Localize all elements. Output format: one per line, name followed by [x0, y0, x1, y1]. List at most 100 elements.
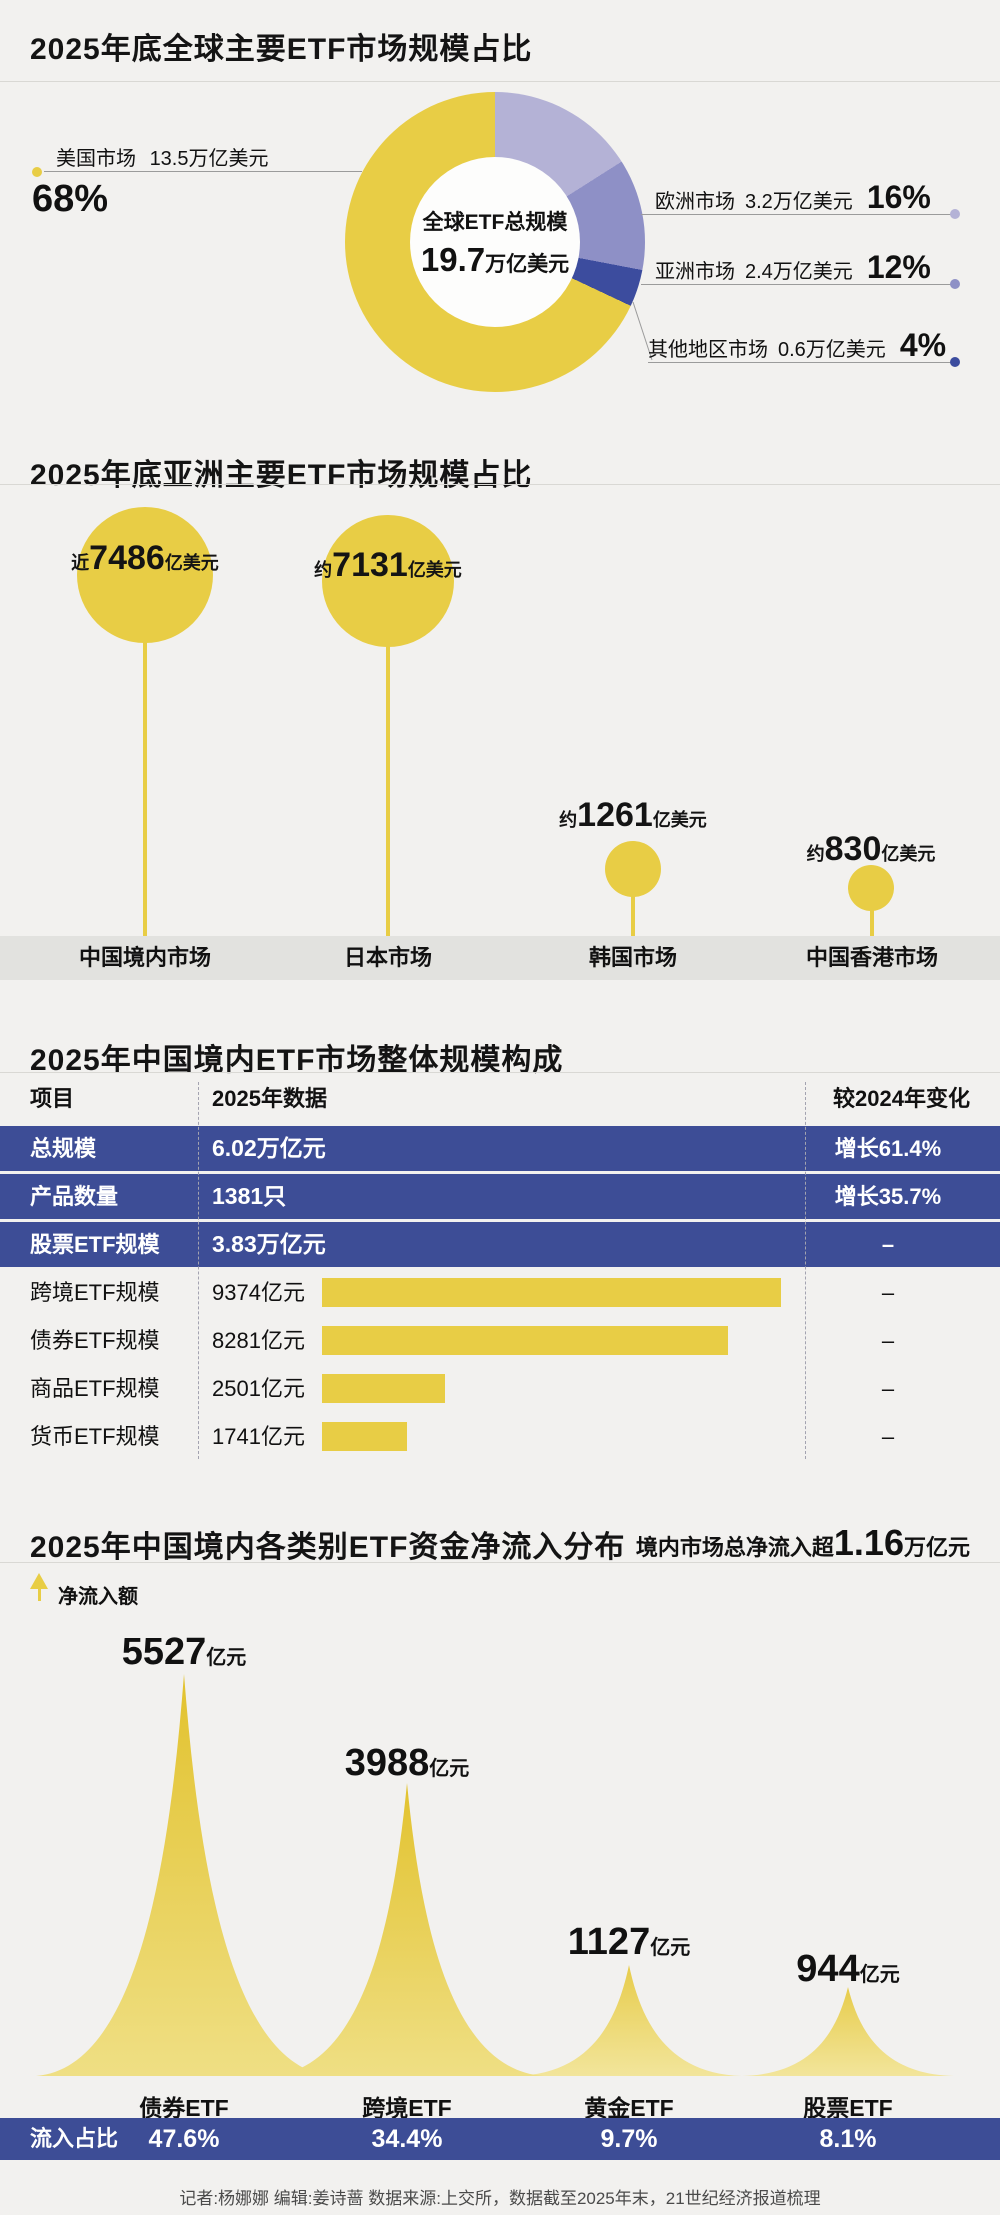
bubble-label-china-mainland: 近7486亿美元 [0, 539, 295, 578]
size-bar [322, 1326, 728, 1355]
row-change: – [881, 1232, 895, 1257]
row-item: 股票ETF规模 [30, 1232, 160, 1257]
share-crossborder: 34.4% [371, 2125, 443, 2153]
row-change: – [881, 1280, 895, 1305]
bubble-hongkong [848, 865, 894, 911]
us-market-value: 13.5万亿美元 [149, 148, 269, 170]
value-prefix: 约 [806, 844, 825, 864]
asia-market-name: 亚洲市场 [655, 261, 735, 283]
us-market-name: 美国市场 [56, 148, 136, 170]
peak-unit: 亿元 [859, 1964, 900, 1986]
other-market-value: 0.6万亿美元 [778, 339, 886, 361]
category-bond-etf: 债券ETF [139, 2095, 229, 2121]
donut-center: 全球ETF总规模 19.7万亿美元 [410, 157, 580, 327]
divider [0, 484, 1000, 485]
bubble-japan [322, 515, 454, 647]
divider [0, 1562, 1000, 1563]
bubble-korea [605, 841, 661, 897]
peak-value-bond: 5527亿元 [34, 1631, 334, 1674]
other-leader-line [648, 362, 954, 363]
category-crossborder-etf: 跨境ETF [362, 2095, 452, 2121]
peak-value-stock: 944亿元 [698, 1948, 998, 1991]
peak-value-gold: 1127亿元 [479, 1921, 779, 1964]
bubble-label-japan: 约7131亿美元 [238, 546, 538, 585]
value-unit: 亿美元 [652, 810, 707, 830]
row-value: 1741亿元 [212, 1424, 305, 1449]
row-value: 1381只 [212, 1183, 287, 1209]
total-number: 1.16 [833, 1522, 904, 1563]
stem-korea [631, 868, 635, 936]
donut-center-unit: 万亿美元 [485, 252, 570, 276]
inflow-section-title: 2025年中国境内各类别ETF资金净流入分布 [30, 1531, 626, 1564]
table-row-bond-etf: 债券ETF规模 8281亿元 – [0, 1318, 1000, 1363]
peak-unit: 亿元 [650, 1937, 691, 1959]
donut-leader-lines [632, 301, 653, 361]
divider [0, 81, 1000, 82]
size-bar [322, 1278, 781, 1307]
band-label-korea: 韩国市场 [588, 945, 677, 970]
asia-leader-line [641, 284, 954, 285]
asia-market-label: 亚洲市场 2.4万亿美元 12% [655, 250, 931, 289]
other-market-name: 其他地区市场 [648, 339, 768, 361]
us-callout-dot [32, 167, 42, 177]
europe-market-value: 3.2万亿美元 [745, 191, 853, 213]
value-unit: 亿美元 [407, 560, 462, 580]
column-divider-left [198, 1082, 199, 1459]
donut-center-label: 全球ETF总规模 [422, 210, 568, 234]
row-value: 8281亿元 [212, 1328, 305, 1353]
column-divider-right [805, 1082, 806, 1459]
value-prefix: 近 [71, 553, 90, 573]
row-item: 产品数量 [30, 1184, 119, 1209]
table-row-commodity-etf: 商品ETF规模 2501亿元 – [0, 1366, 1000, 1411]
peak-unit: 亿元 [206, 1647, 247, 1669]
other-dot [950, 357, 960, 367]
header-change: 较2024年变化 [833, 1086, 970, 1111]
stem-japan [386, 580, 390, 936]
share-stock: 8.1% [819, 2125, 877, 2153]
y-axis-arrow-icon [30, 1573, 48, 1589]
row-item: 总规模 [30, 1136, 97, 1161]
global-section-title: 2025年底全球主要ETF市场规模占比 [30, 33, 533, 66]
donut-center-value: 19.7万亿美元 [421, 241, 569, 279]
inflow-peaks-chart [36, 1674, 954, 2076]
header-item: 项目 [30, 1086, 75, 1111]
europe-market-pct: 16% [866, 179, 931, 215]
size-bar [322, 1374, 445, 1403]
peak-number: 3988 [344, 1742, 430, 1784]
total-prefix: 境内市场总净流入超 [635, 1535, 834, 1560]
band-label-japan: 日本市场 [343, 945, 432, 970]
table-section-title: 2025年中国境内ETF市场整体规模构成 [30, 1044, 564, 1077]
credits-footer: 记者:杨娜娜 编辑:姜诗蔷 数据来源:上交所，数据截至2025年末，21世纪经济… [179, 2189, 821, 2208]
row-change: – [881, 1424, 895, 1449]
peak-value-crossborder: 3988亿元 [257, 1742, 557, 1785]
row-change: – [881, 1328, 895, 1353]
asia-market-value: 2.4万亿美元 [745, 261, 853, 283]
header-2025-data: 2025年数据 [212, 1086, 327, 1111]
band-label-china-mainland: 中国境内市场 [78, 945, 211, 970]
share-bond: 47.6% [148, 2125, 220, 2153]
peak-number: 5527 [121, 1631, 207, 1673]
value-number: 1261 [577, 796, 653, 834]
row-change: – [881, 1376, 895, 1401]
peak-stock-etf [742, 1987, 954, 2076]
table-header: 项目 2025年数据 较2024年变化 [0, 1080, 1000, 1118]
share-gold: 9.7% [600, 2125, 658, 2153]
y-axis-label: 净流入额 [58, 1586, 138, 1608]
europe-leader-line [641, 214, 954, 215]
bubble-label-korea: 约1261亿美元 [483, 796, 783, 835]
europe-market-name: 欧洲市场 [655, 191, 735, 213]
us-market-pct: 68% [32, 178, 109, 220]
asia-dot [950, 279, 960, 289]
us-market-label: 美国市场 13.5万亿美元 [56, 142, 269, 171]
band-label-hongkong: 中国香港市场 [805, 945, 938, 970]
stem-china-mainland [143, 575, 147, 936]
value-number: 830 [824, 830, 882, 868]
other-market-label: 其他地区市场 0.6万亿美元 4% [648, 328, 946, 367]
us-callout-line [44, 171, 362, 172]
row-item: 货币ETF规模 [30, 1424, 160, 1449]
table-row-crossborder-etf: 跨境ETF规模 9374亿元 – [0, 1270, 1000, 1315]
peak-number: 1127 [567, 1921, 651, 1963]
row-value: 2501亿元 [212, 1376, 305, 1401]
row-value: 6.02万亿元 [212, 1135, 326, 1161]
